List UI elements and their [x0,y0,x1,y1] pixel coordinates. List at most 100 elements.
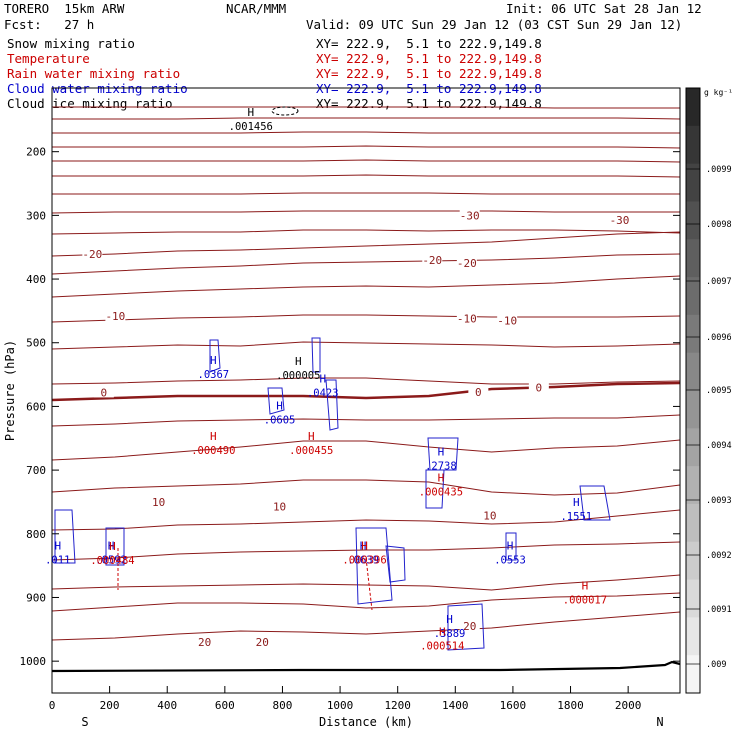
y-tick-label: 200 [26,146,46,159]
x-tick-label: 0 [49,699,56,712]
maximum-marker: H [446,613,453,626]
cloud-water-contour [54,509,76,564]
isotherm-line [51,253,681,275]
isotherm-label: -10 [105,310,125,323]
rain-contour [365,557,373,611]
cloud-water-contour [311,337,321,373]
cloud-water-contour [579,485,611,521]
isotherm-label-bg [459,619,480,632]
colorbar-swatch [686,125,700,165]
south-label: S [81,715,88,729]
isotherm-line [51,414,681,427]
isotherm-label: -20 [82,248,102,261]
legend-snow-xy: XY= 222.9, 5.1 to 222.9,149.8 [316,36,542,51]
cloud-water-contour [425,469,445,509]
x-tick-label: 600 [215,699,235,712]
isotherm-label: -20 [422,254,442,267]
isotherm-label-bg [252,635,273,648]
isotherm-line [51,479,681,496]
maximum-marker: H [573,496,580,509]
isotherm-label-bg [479,508,500,521]
colorbar-swatch [686,503,700,543]
y-tick-label: 700 [26,464,46,477]
colorbar-label: .0096 [706,333,732,343]
colorbar-swatch [686,277,700,316]
isotherm-line [51,275,681,298]
x-tick-label: 1000 [327,699,354,712]
y-axis-label: Pressure (hPa) [3,340,17,441]
x-tick-label: 1800 [557,699,584,712]
maximum-value-label: .000017 [563,595,607,607]
isotherm-label: 0 [101,386,108,399]
colorbar-label: .009 [706,660,726,670]
isotherm-label: 10 [152,496,165,509]
x-tick-label: 400 [157,699,177,712]
isotherm-label: 20 [198,636,211,649]
maximum-marker: H [308,430,315,443]
maximum-value-label: .0592 [95,555,127,567]
maximum-marker: H [276,399,283,412]
init-time: Init: 06 UTC Sat 28 Jan 12 [506,1,702,16]
colorbar-label: .0092 [706,551,732,561]
valid-time: Valid: 09 UTC Sun 29 Jan 12 (03 CST Sun … [306,17,683,32]
colorbar-label: .0095 [706,386,732,396]
isotherm-label: 0 [475,386,482,399]
y-tick-label: 300 [26,209,46,222]
isotherm-line [52,174,681,178]
maximum-value-label: .000435 [419,486,463,498]
colorbar-swatch [686,314,700,354]
maximum-marker: H [438,471,445,484]
isotherm-line [51,210,680,214]
x-tick-label: 1400 [442,699,469,712]
forecast-hour: Fcst: 27 h [4,17,95,32]
isotherm-label-bg [93,385,114,398]
x-tick-label: 2000 [615,699,642,712]
colorbar-label: .0093 [706,496,732,506]
cloud-water-contour [209,339,221,373]
maximum-marker: H [319,373,326,386]
colorbar-swatch [686,655,700,694]
isotherm-label: 10 [483,509,496,522]
colorbar-label: .0094 [706,441,732,451]
colorbar-label: .0099 [706,165,732,175]
terrain-line [51,660,681,673]
maximum-value-label: .0605 [264,414,296,426]
colorbar-swatch [686,201,700,240]
maximum-marker: H [295,355,302,368]
cloud-water-contour [355,527,393,605]
isotherm-label-bg [497,313,518,326]
maximum-value-label: .011 [45,555,70,567]
isotherm-label-bg [468,384,489,397]
x-tick-label: 1200 [384,699,411,712]
isotherm-label-bg [148,494,169,507]
maximum-value-label: .1551 [560,511,592,523]
maximum-value-label: .000005 [276,370,320,382]
isotherm-line [52,106,680,109]
isotherm-line [51,592,681,612]
cloud-water-contour [427,437,459,471]
legend-rain-xy: XY= 222.9, 5.1 to 222.9,149.8 [316,66,542,81]
isotherm-line [52,117,681,120]
isotherm-label: 10 [273,500,286,513]
colorbar-frame [685,87,701,694]
maximum-marker: H [361,540,368,553]
isotherm-label: -30 [460,209,480,222]
maximum-value-label: .0423 [307,388,339,400]
isotherm-label: -20 [457,257,477,270]
maximum-marker: H [438,445,445,458]
legend-temperature-xy: XY= 222.9, 5.1 to 222.9,149.8 [316,51,542,66]
isotherm-label: 20 [463,620,476,633]
plot-frame [51,87,681,694]
isotherm-label: -30 [610,214,630,227]
colorbar-label: .0098 [706,220,732,230]
isotherm-line [51,231,681,257]
isotherm-line [51,229,681,235]
isotherm-label-bg [105,308,126,321]
maximum-marker: H [210,354,217,367]
maximum-marker: H [109,540,116,553]
y-tick-label: 500 [26,337,46,350]
y-tick-label: 800 [26,528,46,541]
isotherm-line [51,314,681,323]
isotherm-line [51,541,681,561]
colorbar-label: .0091 [706,605,732,615]
